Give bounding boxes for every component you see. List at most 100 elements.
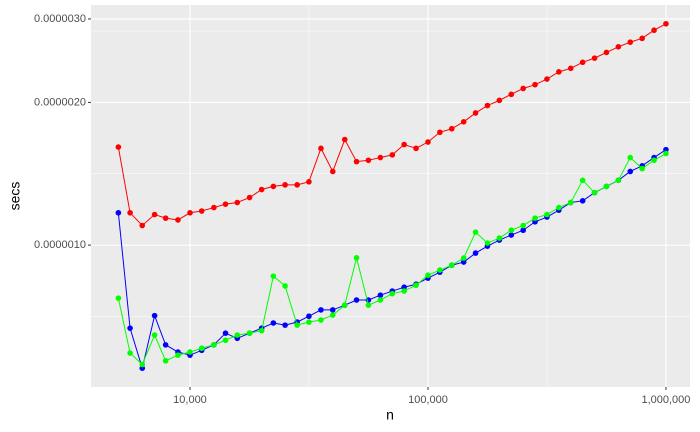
data-point	[329, 168, 336, 175]
data-point	[365, 157, 372, 164]
data-point	[115, 295, 122, 301]
data-point	[115, 209, 122, 216]
data-point	[365, 302, 372, 308]
data-point	[151, 332, 158, 338]
data-point	[448, 125, 455, 132]
data-point	[663, 20, 669, 27]
data-point	[639, 165, 645, 172]
data-point	[627, 168, 634, 175]
data-point	[306, 319, 312, 325]
data-point	[329, 307, 336, 313]
data-point	[377, 154, 384, 161]
data-point	[270, 183, 277, 190]
data-point	[222, 337, 229, 344]
data-point	[520, 227, 526, 234]
data-point	[198, 345, 205, 352]
y-tick-label: 0.0000020	[34, 96, 86, 108]
data-point	[615, 177, 622, 184]
data-point	[627, 154, 634, 161]
data-point	[258, 186, 265, 193]
data-point	[651, 157, 657, 164]
data-point	[127, 325, 133, 331]
data-point	[615, 44, 622, 50]
data-point	[198, 208, 205, 214]
data-point	[162, 342, 169, 348]
data-point	[187, 349, 193, 355]
x-axis-title: n	[386, 407, 394, 423]
data-point	[425, 272, 431, 279]
data-point	[591, 55, 598, 61]
data-point	[603, 49, 610, 56]
data-point	[318, 317, 324, 323]
data-point	[246, 194, 253, 201]
data-point	[318, 307, 324, 313]
data-point	[508, 232, 515, 238]
data-point	[460, 255, 467, 261]
data-point	[377, 297, 384, 303]
data-point	[437, 267, 443, 273]
data-point	[139, 222, 146, 229]
data-point	[353, 297, 360, 303]
data-point	[425, 139, 431, 145]
marks	[115, 20, 669, 371]
data-point	[639, 35, 645, 42]
data-point	[532, 215, 538, 221]
data-point	[460, 119, 467, 125]
data-point	[306, 179, 312, 185]
data-point	[162, 358, 169, 364]
data-point	[211, 342, 217, 348]
data-point	[556, 69, 562, 75]
data-point	[627, 39, 634, 45]
data-point	[567, 65, 574, 72]
y-tick-label: 0.0000030	[34, 13, 86, 25]
data-point	[187, 209, 193, 216]
y-axis-title: secs	[7, 182, 23, 211]
data-point	[151, 312, 158, 319]
data-point	[258, 327, 265, 334]
data-point	[532, 81, 538, 88]
data-point	[591, 189, 598, 196]
panel	[91, 5, 690, 387]
data-point	[162, 215, 169, 221]
data-point	[472, 250, 479, 256]
data-point	[401, 288, 407, 294]
x-tick-label: 100,000	[408, 394, 448, 406]
data-point	[520, 222, 526, 229]
data-point	[341, 302, 348, 308]
data-point	[472, 229, 479, 235]
data-point	[579, 59, 586, 66]
data-point	[270, 273, 277, 279]
data-point	[115, 144, 122, 150]
x-tick-label: 10,000	[173, 394, 207, 406]
data-point	[139, 361, 146, 368]
data-point	[222, 330, 229, 336]
data-point	[484, 102, 491, 109]
grid: 10,000 100,000 1,000,000 0.0000010 0.0000020…	[34, 5, 690, 406]
data-point	[413, 282, 419, 289]
data-point	[294, 182, 300, 188]
data-point	[246, 330, 253, 336]
data-point	[151, 211, 158, 218]
data-point	[448, 262, 455, 269]
data-point	[318, 145, 324, 152]
data-point	[437, 129, 443, 136]
data-point	[282, 322, 288, 328]
data-point	[508, 227, 515, 234]
data-point	[175, 352, 181, 358]
data-point	[401, 141, 407, 148]
data-point	[270, 320, 277, 326]
data-point	[282, 182, 288, 188]
data-point	[556, 204, 562, 211]
data-point	[234, 199, 241, 206]
data-point	[460, 259, 467, 265]
data-point	[282, 283, 288, 289]
data-point	[663, 146, 669, 153]
data-point	[603, 183, 610, 190]
data-point	[294, 322, 300, 328]
data-point	[544, 76, 550, 82]
data-point	[663, 150, 669, 157]
data-point	[175, 217, 181, 223]
data-point	[579, 177, 586, 184]
data-point	[127, 350, 133, 356]
